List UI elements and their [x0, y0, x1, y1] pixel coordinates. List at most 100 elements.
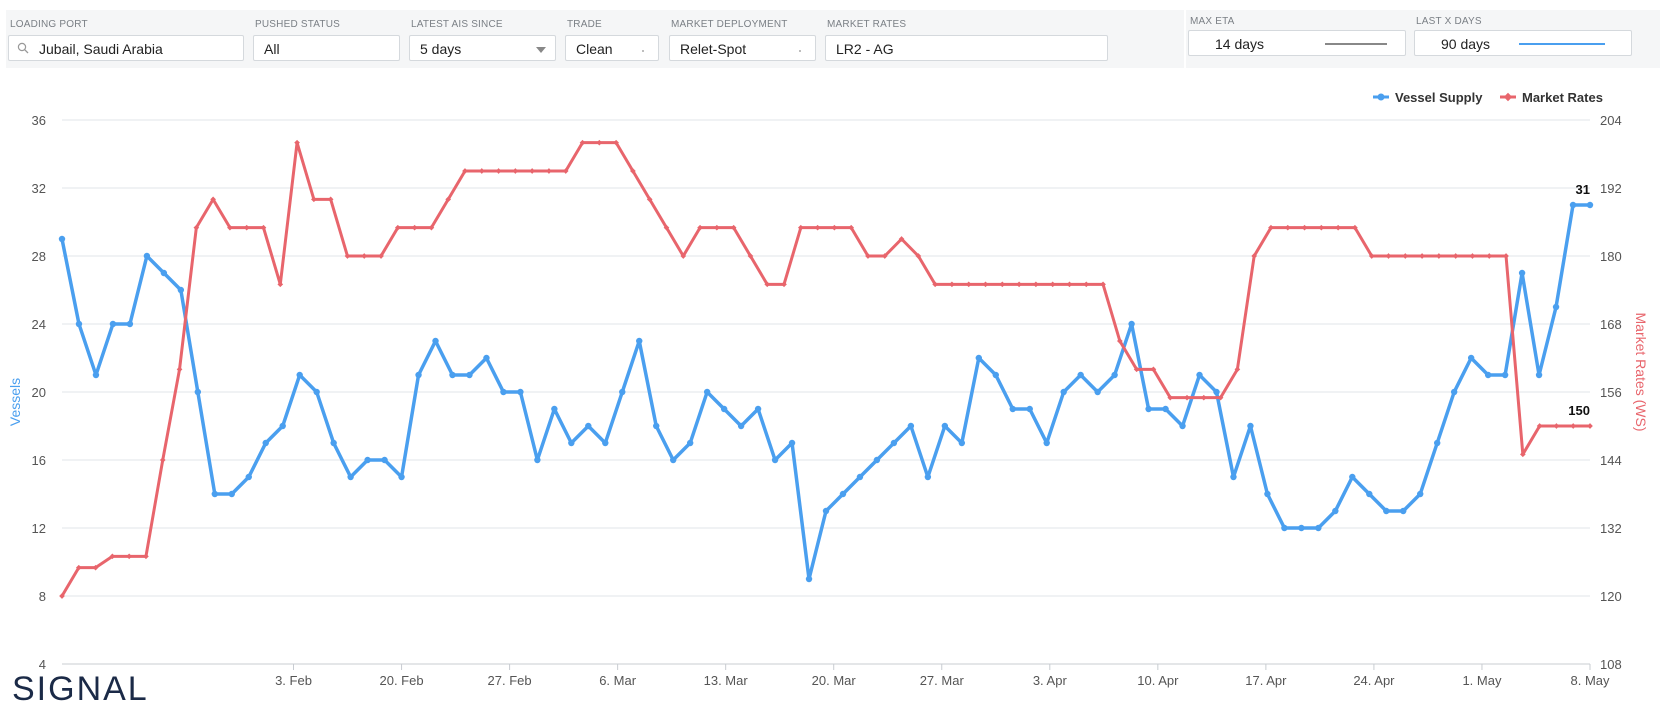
x-tick-label: 27. Feb: [488, 673, 532, 688]
vessel-supply-point: [1349, 473, 1356, 481]
vessel-supply-point: [1315, 524, 1322, 532]
vessel-supply-point: [1179, 422, 1186, 430]
market-rates-label: MARKET RATES: [827, 19, 907, 30]
vessel-supply-point: [1009, 405, 1016, 413]
y-tick-label-left: 20: [32, 385, 46, 400]
vessel-supply-point: [1026, 405, 1033, 413]
vessel-supply-point: [194, 388, 202, 396]
market-rates-point: [1419, 253, 1425, 259]
chart-legend: Vessel Supply Market Rates: [1373, 90, 1603, 105]
market-rates-point: [1301, 224, 1308, 231]
dropdown-indicator-icon: [642, 50, 644, 52]
vessel-supply-point: [1552, 303, 1560, 311]
pushed-status-label: PUSHED STATUS: [255, 19, 341, 30]
vessel-supply-point: [585, 422, 592, 430]
chart-axes: 4 8 12 16 20 24 28 32 36 108 120 132 144 156 168 180 192…: [32, 113, 1622, 688]
vessel-supply-point: [992, 371, 999, 379]
vessel-supply-point: [381, 456, 388, 464]
market-rates-point: [596, 139, 603, 146]
market-rates-point: [898, 236, 905, 242]
trade-select[interactable]: Clean: [565, 35, 659, 61]
market-rates-point: [1452, 253, 1459, 259]
vessel-supply-point: [890, 439, 898, 447]
vessel-supply-point: [941, 422, 949, 430]
last-x-days-value: 90 days: [1441, 36, 1491, 52]
vessel-supply-point: [1450, 388, 1458, 396]
market-rates-point: [949, 281, 955, 288]
market-rates-point: [143, 553, 149, 560]
vessel-supply-point: [670, 456, 677, 464]
vessel-supply-point: [1043, 439, 1050, 447]
market-rates-select[interactable]: LR2 - AG: [825, 35, 1108, 61]
y-tick-label-right: 156: [1600, 385, 1622, 400]
vessel-supply-point: [228, 490, 235, 498]
vessel-supply-point: [805, 575, 813, 583]
market-rates-point: [646, 196, 653, 203]
market-rates-point: [1368, 253, 1375, 259]
market-rates-point: [311, 196, 317, 203]
vessel-supply-point: [517, 388, 524, 396]
market-rates-point: [1016, 281, 1022, 288]
market-rates-point: [1167, 394, 1174, 401]
vessel-supply-point: [466, 371, 473, 379]
y-tick-label-right: 204: [1600, 113, 1622, 128]
market-rates-point: [1469, 253, 1476, 259]
x-tick-label: 3. Apr: [1033, 673, 1068, 688]
vessel-supply-point: [1434, 439, 1441, 447]
legend-label-vessel-supply[interactable]: Vessel Supply: [1395, 90, 1483, 105]
market-rates-point: [227, 224, 233, 231]
dropdown-indicator-icon: [799, 50, 801, 52]
y-tick-label-left: 24: [32, 317, 46, 332]
market-deployment-label: MARKET DEPLOYMENT: [671, 19, 788, 30]
last-x-days-slider[interactable]: 90 days: [1414, 30, 1632, 56]
market-rates-point: [193, 224, 200, 231]
market-rates-point: [344, 253, 351, 259]
market-rates-point: [881, 253, 888, 259]
vessel-supply-point: [1213, 388, 1220, 396]
vessel-supply-point: [1586, 201, 1594, 209]
max-eta-slider-track[interactable]: [1325, 43, 1387, 45]
market-rates-point: [848, 224, 855, 231]
market-rates-point: [680, 253, 687, 259]
market-rates-point: [529, 168, 535, 174]
market-rates-point: [176, 366, 183, 373]
vessel-supply-point: [1162, 405, 1169, 413]
vessel-supply-point: [975, 354, 982, 362]
pushed-status-select[interactable]: All: [253, 35, 400, 61]
vessel-supply-point: [568, 439, 575, 447]
legend-label-market-rates[interactable]: Market Rates: [1522, 90, 1603, 105]
market-rates-point: [747, 253, 754, 259]
vessel-supply-point: [1060, 388, 1067, 396]
y-tick-label-left: 12: [32, 521, 46, 536]
market-rates-point: [59, 593, 65, 599]
market-rates-point: [277, 281, 284, 288]
market-rates-point: [361, 253, 368, 259]
x-tick-label: 24. Apr: [1353, 673, 1395, 688]
max-eta-slider[interactable]: 14 days: [1188, 30, 1406, 56]
market-rates-point: [781, 281, 787, 288]
market-rates-point: [1200, 394, 1207, 401]
vessel-supply-point: [958, 439, 966, 447]
filter-bar: LOADING PORT Jubail, Saudi Arabia PUSHED…: [6, 10, 1184, 68]
vessel-supply-point: [1111, 371, 1118, 379]
market-rates-point: [1268, 224, 1274, 231]
vessel-supply-point: [636, 337, 643, 345]
vessel-supply-point: [856, 473, 864, 481]
market-rates-point: [1385, 253, 1392, 259]
market-rates-point: [831, 224, 838, 231]
vessel-supply-point: [907, 422, 915, 430]
market-rates-point: [1117, 338, 1123, 344]
x-tick-label: 10. Apr: [1137, 673, 1179, 688]
vessel-supply-point: [788, 439, 796, 447]
vessel-supply-point: [1264, 490, 1271, 498]
vessel-supply-point: [1535, 371, 1543, 379]
market-rates-point: [613, 139, 619, 146]
loading-port-input[interactable]: Jubail, Saudi Arabia: [8, 35, 244, 61]
market-rates-point: [1318, 224, 1325, 231]
last-x-days-slider-track[interactable]: [1519, 43, 1605, 45]
market-deployment-select[interactable]: Relet-Spot: [669, 35, 816, 61]
x-tick-label: 20. Feb: [380, 673, 424, 688]
vessel-supply-point: [551, 405, 558, 413]
latest-ais-select[interactable]: 5 days: [409, 35, 556, 61]
